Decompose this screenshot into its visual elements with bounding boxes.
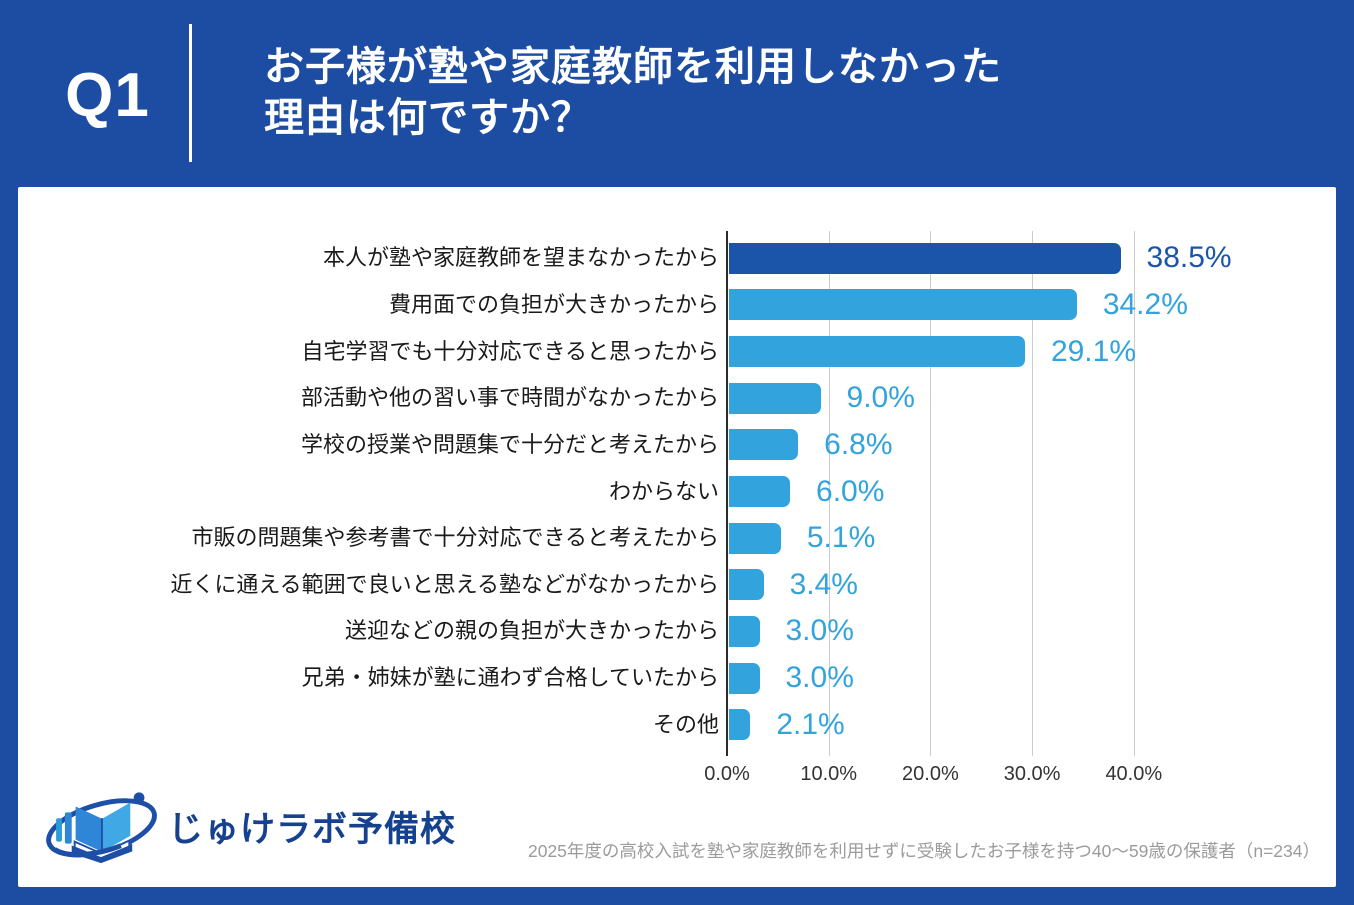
jukelab-logo: じゅけラボ予備校 [42, 785, 456, 867]
question-number: Q1 [65, 61, 150, 130]
category-label: 学校の授業や問題集で十分だと考えたから [300, 431, 719, 457]
gridline-40 [1133, 231, 1135, 756]
category-label: 自宅学習でも十分対応できると思ったから [301, 338, 719, 364]
gridline-20 [930, 231, 932, 756]
x-tick-label: 0.0% [704, 763, 750, 785]
x-tick-label: 10.0% [800, 763, 858, 785]
x-axis-tick-labels: 0.0% 10.0% 20.0% 30.0% 40.0% [18, 763, 1336, 789]
category-label: 費用面での負担が大きかったから [388, 291, 719, 317]
bar-row: 費用面での負担が大きかったから 34.2% [18, 282, 1336, 329]
bar-rows: 本人が塾や家庭教師を望まなかったから 38.5% 費用面での負担が大きかったから 34… [18, 235, 1336, 748]
bar-row: その他 2.1% [18, 701, 1336, 748]
category-label: 送迎などの親の負担が大きかったから [344, 618, 719, 644]
bar [729, 662, 760, 694]
category-label: 市販の問題集や参考書で十分対応できると考えたから [191, 525, 719, 551]
gridline-10 [828, 231, 830, 756]
gridline-30 [1032, 231, 1034, 756]
value-label: 2.1% [776, 707, 845, 741]
bar-row: 市販の問題集や参考書で十分対応できると考えたから 5.1% [18, 515, 1336, 562]
question-title-line2: 理由は何ですか？ [264, 96, 592, 140]
chart-card: 本人が塾や家庭教師を望まなかったから 38.5% 費用面での負担が大きかったから 34… [18, 187, 1336, 887]
bar-track: 3.0% [729, 661, 1336, 695]
logo-text: じゅけラボ予備校 [168, 809, 457, 849]
question-title: お子様が塾や家庭教師を利用しなかった 理由は何ですか？ [264, 42, 1002, 144]
bar [729, 569, 764, 601]
bar-row: 自宅学習でも十分対応できると思ったから 29.1% [18, 328, 1336, 375]
value-label: 29.1% [1050, 334, 1137, 368]
bar-row: 学校の授業や問題集で十分だと考えたから 6.8% [18, 422, 1336, 469]
bar-chart: 本人が塾や家庭教師を望まなかったから 38.5% 費用面での負担が大きかったから 34… [18, 231, 1336, 785]
value-label: 5.1% [806, 521, 876, 555]
category-label: 本人が塾や家庭教師を望まなかったから [322, 245, 719, 271]
bar-row: 兄弟・姉妹が塾に通わず合格していたから 3.0% [18, 655, 1336, 702]
bar-track: 5.1% [729, 521, 1336, 555]
bar [729, 289, 1077, 321]
bar [729, 476, 791, 508]
bar-track: 38.5% [729, 241, 1336, 275]
category-label: 兄弟・姉妹が塾に通わず合格していたから [301, 665, 719, 691]
bar-track: 3.0% [729, 614, 1336, 648]
bar-row: 送迎などの親の負担が大きかったから 3.0% [18, 608, 1336, 655]
bar-row: 近くに通える範囲で良いと思える塾などがなかったから 3.4% [18, 561, 1336, 608]
value-label: 9.0% [846, 381, 915, 415]
bar [729, 242, 1121, 274]
bar-row: わからない 6.0% [18, 468, 1336, 515]
x-tick-label: 30.0% [1003, 763, 1061, 785]
survey-note: 2025年度の高校入試を塾や家庭教師を利用せずに受験したお子様を持つ40〜59歳… [527, 841, 1320, 861]
value-label: 6.8% [824, 427, 893, 461]
bar [729, 382, 821, 414]
value-label: 34.2% [1102, 287, 1188, 321]
category-label: 部活動や他の習い事で時間がなかったから [300, 385, 719, 411]
bar [729, 429, 799, 461]
bar-track: 6.8% [729, 428, 1336, 462]
bar-track: 2.1% [729, 708, 1336, 742]
bar [729, 615, 760, 647]
category-label: わからない [608, 478, 719, 504]
value-label: 3.0% [785, 614, 854, 648]
bar-row: 本人が塾や家庭教師を望まなかったから 38.5% [18, 235, 1336, 282]
open-book-orbit-icon [46, 792, 157, 864]
category-label: その他 [652, 711, 719, 737]
bar [729, 522, 781, 554]
header-banner: Q1 お子様が塾や家庭教師を利用しなかった 理由は何ですか？ [0, 0, 1354, 187]
bar-track: 9.0% [729, 381, 1336, 415]
x-tick-label: 40.0% [1105, 763, 1163, 785]
y-axis-line [726, 231, 728, 756]
bar-track: 6.0% [729, 475, 1336, 509]
bar-row: 部活動や他の習い事で時間がなかったから 9.0% [18, 375, 1336, 422]
value-label: 38.5% [1146, 241, 1232, 275]
bar-track: 3.4% [729, 568, 1336, 602]
header-divider [189, 24, 192, 162]
bar-track: 34.2% [729, 288, 1336, 322]
bar [729, 336, 1025, 368]
category-label: 近くに通える範囲で良いと思える塾などがなかったから [170, 571, 719, 597]
value-label: 3.0% [785, 661, 854, 695]
value-label: 3.4% [789, 567, 858, 601]
value-label: 6.0% [816, 474, 885, 508]
bar [729, 709, 751, 741]
x-tick-label: 20.0% [902, 763, 959, 785]
bar-track: 29.1% [729, 335, 1336, 369]
question-title-line1: お子様が塾や家庭教師を利用しなかった [264, 45, 1002, 89]
